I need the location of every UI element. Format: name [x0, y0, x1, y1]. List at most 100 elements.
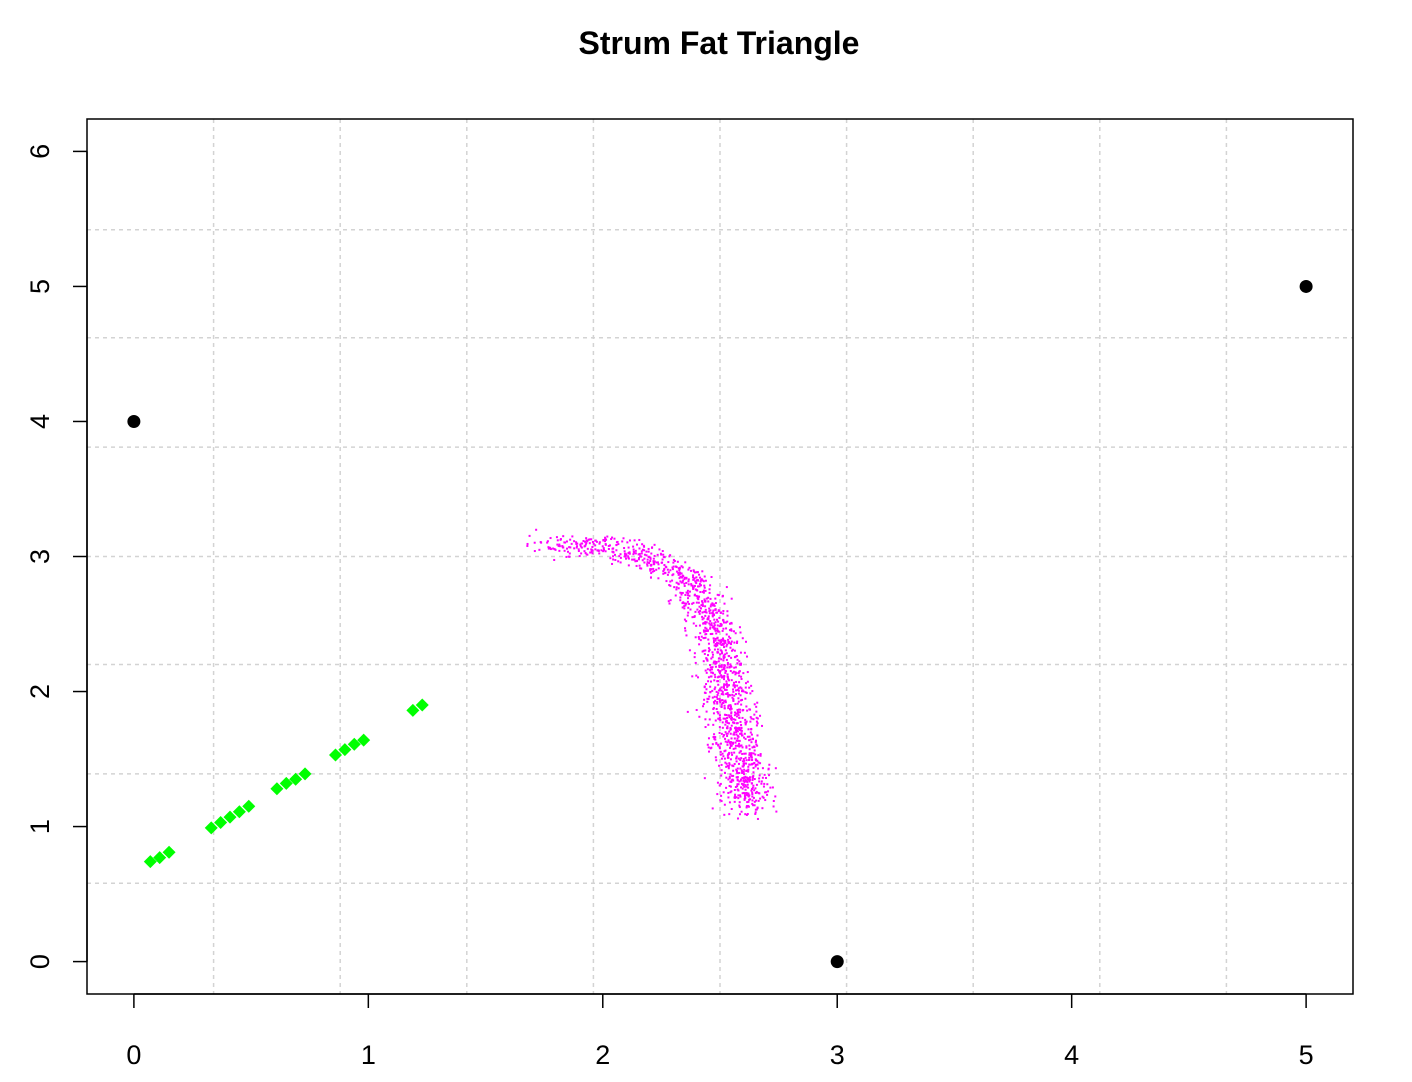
data-point-magenta	[672, 561, 675, 564]
data-point-magenta	[704, 579, 707, 582]
data-point-magenta	[753, 800, 756, 803]
data-point-magenta	[705, 710, 708, 713]
data-point-magenta	[718, 657, 721, 660]
data-point-magenta	[739, 767, 742, 770]
data-point-magenta	[734, 747, 737, 750]
data-point-magenta	[717, 642, 720, 645]
data-point-magenta	[720, 703, 723, 706]
data-point-magenta	[698, 637, 701, 640]
data-point-magenta	[763, 782, 766, 785]
data-point-magenta	[684, 604, 687, 607]
data-point-magenta	[597, 549, 600, 552]
data-point-magenta	[695, 594, 698, 597]
data-point-magenta	[746, 655, 749, 658]
data-point-magenta	[717, 683, 720, 686]
data-point-magenta	[702, 617, 705, 620]
data-point-magenta	[673, 586, 676, 589]
data-point-magenta	[740, 778, 743, 781]
data-point-magenta	[733, 737, 736, 740]
data-point-magenta	[723, 678, 726, 681]
data-point-magenta	[726, 716, 729, 719]
data-point-magenta	[735, 760, 738, 763]
data-point-magenta	[716, 593, 719, 596]
data-point-magenta	[748, 752, 751, 755]
data-point-magenta	[716, 644, 719, 647]
data-point-magenta	[701, 603, 704, 606]
data-point-magenta	[565, 540, 568, 543]
data-point-magenta	[608, 544, 611, 547]
data-point-magenta	[723, 683, 726, 686]
data-point-magenta	[579, 543, 582, 546]
data-point-magenta	[746, 778, 749, 781]
data-point-magenta	[717, 692, 720, 695]
data-point-magenta	[683, 584, 686, 587]
data-point-magenta	[632, 548, 635, 551]
data-point-magenta	[717, 743, 720, 746]
data-point-magenta	[692, 576, 695, 579]
data-point-magenta	[743, 768, 746, 771]
data-point-magenta	[684, 561, 687, 564]
data-point-magenta	[718, 746, 721, 749]
data-point-magenta	[730, 628, 733, 631]
data-point-magenta	[687, 606, 690, 609]
data-point-magenta	[725, 627, 728, 630]
data-point-magenta	[685, 591, 688, 594]
data-point-magenta	[721, 629, 724, 632]
x-tick-label: 5	[1299, 1040, 1314, 1070]
data-point-magenta	[727, 677, 730, 680]
data-point-magenta	[706, 629, 709, 632]
data-point-magenta	[756, 734, 759, 737]
data-point-magenta	[731, 671, 734, 674]
data-point-magenta	[741, 752, 744, 755]
data-point-magenta	[758, 777, 761, 780]
data-point-magenta	[703, 691, 706, 694]
data-point-magenta	[732, 699, 735, 702]
data-point-magenta	[687, 580, 690, 583]
data-point-magenta	[733, 649, 736, 652]
data-point-magenta	[721, 595, 724, 598]
data-point-magenta	[641, 543, 644, 546]
data-point-magenta	[719, 642, 722, 645]
data-point-magenta	[627, 564, 630, 567]
data-point-magenta	[751, 791, 754, 794]
data-point-magenta	[638, 557, 641, 560]
data-point-magenta	[726, 675, 729, 678]
data-point-magenta	[756, 717, 759, 720]
data-point-magenta	[692, 586, 695, 589]
data-point-magenta	[549, 537, 552, 540]
data-point-magenta	[736, 737, 739, 740]
data-point-magenta	[735, 755, 738, 758]
data-point-magenta	[726, 661, 729, 664]
data-point-magenta	[633, 539, 636, 542]
data-point-magenta	[709, 623, 712, 626]
data-point-magenta	[726, 673, 729, 676]
data-point-magenta	[580, 552, 583, 555]
data-point-magenta	[562, 535, 565, 538]
data-point-magenta	[741, 776, 744, 779]
data-point-magenta	[695, 576, 698, 579]
data-point-magenta	[607, 544, 610, 547]
data-point-magenta	[725, 670, 728, 673]
data-point-magenta	[739, 779, 742, 782]
data-point-magenta	[613, 553, 616, 556]
data-point-magenta	[692, 569, 695, 572]
data-point-magenta	[695, 674, 698, 677]
data-point-magenta	[737, 762, 740, 765]
data-point-magenta	[684, 629, 687, 632]
data-point-magenta	[646, 564, 649, 567]
data-point-magenta	[602, 547, 605, 550]
data-point-magenta	[711, 807, 714, 810]
data-point-magenta	[751, 799, 754, 802]
data-point-magenta	[662, 556, 665, 559]
data-point-magenta	[737, 689, 740, 692]
data-point-magenta	[686, 600, 689, 603]
data-point-magenta	[746, 671, 749, 674]
data-point-magenta	[754, 765, 757, 768]
data-point-magenta	[706, 658, 709, 661]
data-point-magenta	[705, 597, 708, 600]
data-point-magenta	[735, 712, 738, 715]
data-point-magenta	[712, 625, 715, 628]
data-point-magenta	[701, 579, 704, 582]
data-point-magenta	[754, 812, 757, 815]
data-point-magenta	[743, 798, 746, 801]
